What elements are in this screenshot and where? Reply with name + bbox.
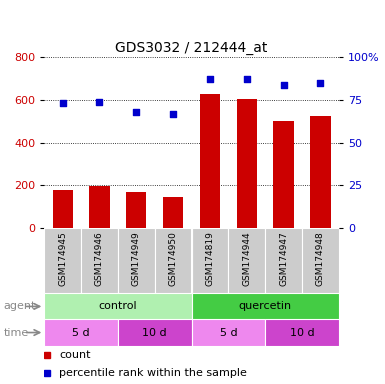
Bar bbox=[44, 293, 192, 319]
Text: GSM174947: GSM174947 bbox=[279, 231, 288, 286]
Text: control: control bbox=[99, 301, 137, 311]
Text: agent: agent bbox=[4, 301, 36, 311]
Point bbox=[317, 80, 323, 86]
Bar bbox=[163, 197, 183, 228]
Text: time: time bbox=[4, 328, 29, 338]
Text: 5 d: 5 d bbox=[72, 328, 90, 338]
Bar bbox=[237, 99, 257, 228]
Bar bbox=[44, 319, 118, 346]
Text: 10 d: 10 d bbox=[142, 328, 167, 338]
Bar bbox=[228, 228, 265, 293]
Text: GSM174950: GSM174950 bbox=[169, 231, 177, 286]
Point bbox=[96, 99, 102, 105]
Text: GSM174945: GSM174945 bbox=[58, 231, 67, 286]
Text: GSM174944: GSM174944 bbox=[242, 231, 251, 286]
Point bbox=[207, 76, 213, 83]
Text: quercetin: quercetin bbox=[239, 301, 292, 311]
Bar bbox=[265, 228, 302, 293]
Bar bbox=[44, 228, 81, 293]
Point bbox=[281, 81, 287, 88]
Bar bbox=[118, 319, 192, 346]
Text: 5 d: 5 d bbox=[219, 328, 237, 338]
Text: GSM174949: GSM174949 bbox=[132, 231, 141, 286]
Bar bbox=[118, 228, 155, 293]
Bar bbox=[192, 319, 265, 346]
Bar bbox=[273, 121, 294, 228]
Text: GSM174948: GSM174948 bbox=[316, 231, 325, 286]
Bar bbox=[192, 228, 228, 293]
Bar bbox=[89, 187, 110, 228]
Bar bbox=[192, 293, 339, 319]
Text: percentile rank within the sample: percentile rank within the sample bbox=[59, 367, 247, 377]
Bar bbox=[81, 228, 118, 293]
Point bbox=[60, 100, 66, 106]
Bar bbox=[155, 228, 192, 293]
Point bbox=[244, 76, 250, 83]
Bar bbox=[53, 190, 73, 228]
Point bbox=[133, 109, 139, 115]
Bar bbox=[302, 228, 339, 293]
Bar bbox=[310, 116, 330, 228]
Point bbox=[170, 111, 176, 117]
Text: 10 d: 10 d bbox=[290, 328, 314, 338]
Bar bbox=[126, 192, 146, 228]
Bar bbox=[265, 319, 339, 346]
Bar bbox=[200, 94, 220, 228]
Text: count: count bbox=[59, 350, 90, 360]
Text: GSM174819: GSM174819 bbox=[206, 231, 214, 286]
Text: GSM174946: GSM174946 bbox=[95, 231, 104, 286]
Title: GDS3032 / 212444_at: GDS3032 / 212444_at bbox=[116, 41, 268, 55]
